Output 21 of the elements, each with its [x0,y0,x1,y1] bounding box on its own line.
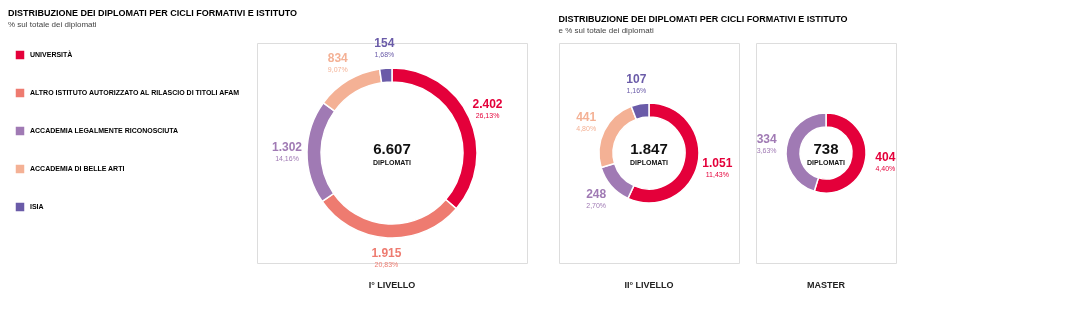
data-label: 248 [586,186,607,201]
text: 6.607 [373,140,411,157]
text: 1.847 [630,140,668,157]
data-label: 1.302 [271,139,303,154]
chart-title: DISTRIBUZIONE DEI DIPLOMATI PER CICLI FORMATIVI E ISTITUTO [8,7,298,18]
chart-subtitle: % sul totale dei diplomati [8,19,97,29]
text: 738 [813,140,839,157]
data-label: 404 [875,149,896,164]
data-label: 441 [576,110,597,125]
text: II° LIVELLO [624,280,674,290]
data-label: 1.051 [702,156,733,171]
text: MASTER [807,280,846,290]
chart-subtitle: e % sul totale dei diplomati [558,25,654,35]
data-label: 2.402 [472,97,503,112]
data-label: 154 [374,36,395,51]
data-label: 107 [626,72,647,87]
data-label: 1.915 [371,245,402,260]
chart-title: DISTRIBUZIONE DEI DIPLOMATI PER CICLI FORMATIVI E ISTITUTO [558,13,848,24]
text: I° LIVELLO [368,280,416,290]
data-label: 834 [327,51,349,66]
data-label: 334 [756,132,777,147]
